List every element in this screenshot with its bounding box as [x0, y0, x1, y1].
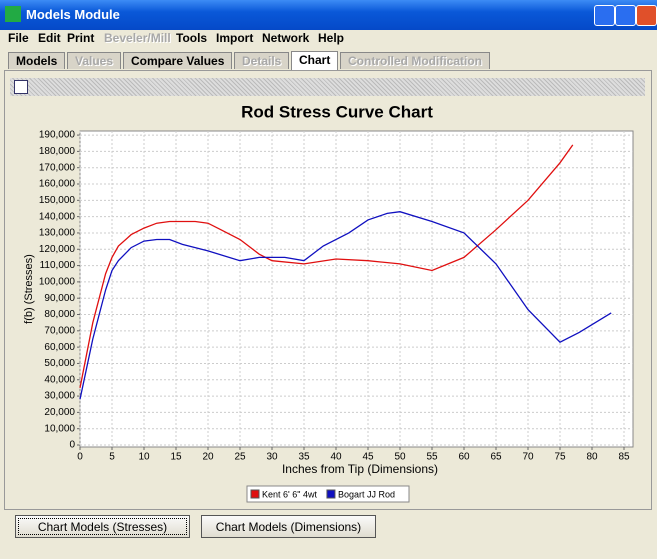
- series-line: [79, 211, 612, 400]
- plot-area: [79, 130, 634, 448]
- y-tick-label: 120,000: [39, 244, 76, 255]
- x-tick-label: 80: [586, 452, 598, 463]
- tab: Details: [234, 52, 290, 69]
- app-icon: [5, 6, 21, 22]
- chart-panel: [4, 70, 652, 510]
- menu-item[interactable]: Tools: [176, 31, 208, 45]
- y-tick-label: 70,000: [44, 325, 75, 336]
- y-tick-label: 60,000: [44, 342, 75, 353]
- x-tick-label: 25: [234, 452, 246, 463]
- series-line: [79, 144, 574, 389]
- x-tick-label: 75: [554, 452, 566, 463]
- minimize-button[interactable]: [594, 5, 615, 26]
- x-tick-label: 70: [522, 452, 534, 463]
- y-tick-label: 190,000: [39, 130, 76, 141]
- y-tick-label: 10,000: [44, 423, 75, 434]
- x-tick-label: 35: [298, 452, 310, 463]
- y-tick-label: 170,000: [39, 162, 76, 173]
- chart: Rod Stress Curve Chart Inches from Tip (…: [10, 97, 645, 507]
- toolbar-icon[interactable]: [14, 80, 28, 94]
- y-tick-label: 90,000: [44, 293, 75, 304]
- x-tick-label: 40: [330, 452, 342, 463]
- button[interactable]: Chart Models (Stresses): [15, 515, 190, 538]
- x-tick-label: 20: [202, 452, 214, 463]
- window-title: Models Module: [26, 7, 120, 22]
- x-tick-label: 55: [426, 452, 438, 463]
- toolbar-strip: [10, 78, 645, 96]
- menu-item[interactable]: Help: [318, 31, 345, 45]
- button[interactable]: Chart Models (Dimensions): [201, 515, 376, 538]
- menu-item[interactable]: Import: [216, 31, 254, 45]
- menu-item[interactable]: Network: [262, 31, 310, 45]
- y-tick-label: 20,000: [44, 407, 75, 418]
- tab[interactable]: Compare Values: [123, 52, 233, 69]
- y-tick-label: 110,000: [40, 260, 76, 271]
- y-axis-label: f(b) (Stresses): [23, 254, 35, 324]
- menu-item[interactable]: Edit: [38, 31, 61, 45]
- y-tick-label: 0: [69, 440, 75, 451]
- y-tick-label: 140,000: [39, 211, 76, 222]
- tab[interactable]: Models: [8, 52, 66, 69]
- y-tick-label: 50,000: [44, 358, 75, 369]
- x-tick-label: 30: [266, 452, 278, 463]
- y-tick-label: 100,000: [39, 277, 76, 288]
- legend-label: Bogart JJ Rod: [338, 489, 395, 499]
- y-tick-label: 130,000: [39, 228, 76, 239]
- menu-item[interactable]: File: [8, 31, 29, 45]
- x-tick-label: 5: [109, 452, 115, 463]
- y-tick-label: 30,000: [44, 391, 75, 402]
- title-bar: Models Module: [0, 0, 657, 30]
- tab[interactable]: Chart: [291, 51, 339, 70]
- x-tick-label: 45: [362, 452, 374, 463]
- y-tick-label: 180,000: [39, 146, 76, 157]
- x-tick-label: 10: [138, 452, 150, 463]
- x-tick-label: 60: [458, 452, 470, 463]
- x-axis-label: Inches from Tip (Dimensions): [282, 462, 438, 476]
- y-tick-label: 160,000: [39, 179, 76, 190]
- tab: Values: [67, 52, 122, 69]
- maximize-button[interactable]: [615, 5, 636, 26]
- x-tick-label: 85: [618, 452, 630, 463]
- legend-swatch: [326, 489, 336, 499]
- close-button[interactable]: [636, 5, 657, 26]
- y-tick-label: 150,000: [39, 195, 76, 206]
- menu-item: Beveler/Mill: [104, 31, 171, 45]
- legend-swatch: [250, 489, 260, 499]
- chart-title: Rod Stress Curve Chart: [241, 102, 433, 121]
- x-tick-label: 15: [170, 452, 182, 463]
- tab: Controlled Modification: [340, 52, 490, 69]
- legend-label: Kent 6' 6" 4wt: [262, 489, 317, 499]
- y-tick-label: 80,000: [44, 309, 75, 320]
- menu-item[interactable]: Print: [67, 31, 95, 45]
- x-tick-label: 0: [77, 452, 83, 463]
- y-tick-label: 40,000: [44, 374, 75, 385]
- x-tick-label: 65: [490, 452, 502, 463]
- x-tick-label: 50: [394, 452, 406, 463]
